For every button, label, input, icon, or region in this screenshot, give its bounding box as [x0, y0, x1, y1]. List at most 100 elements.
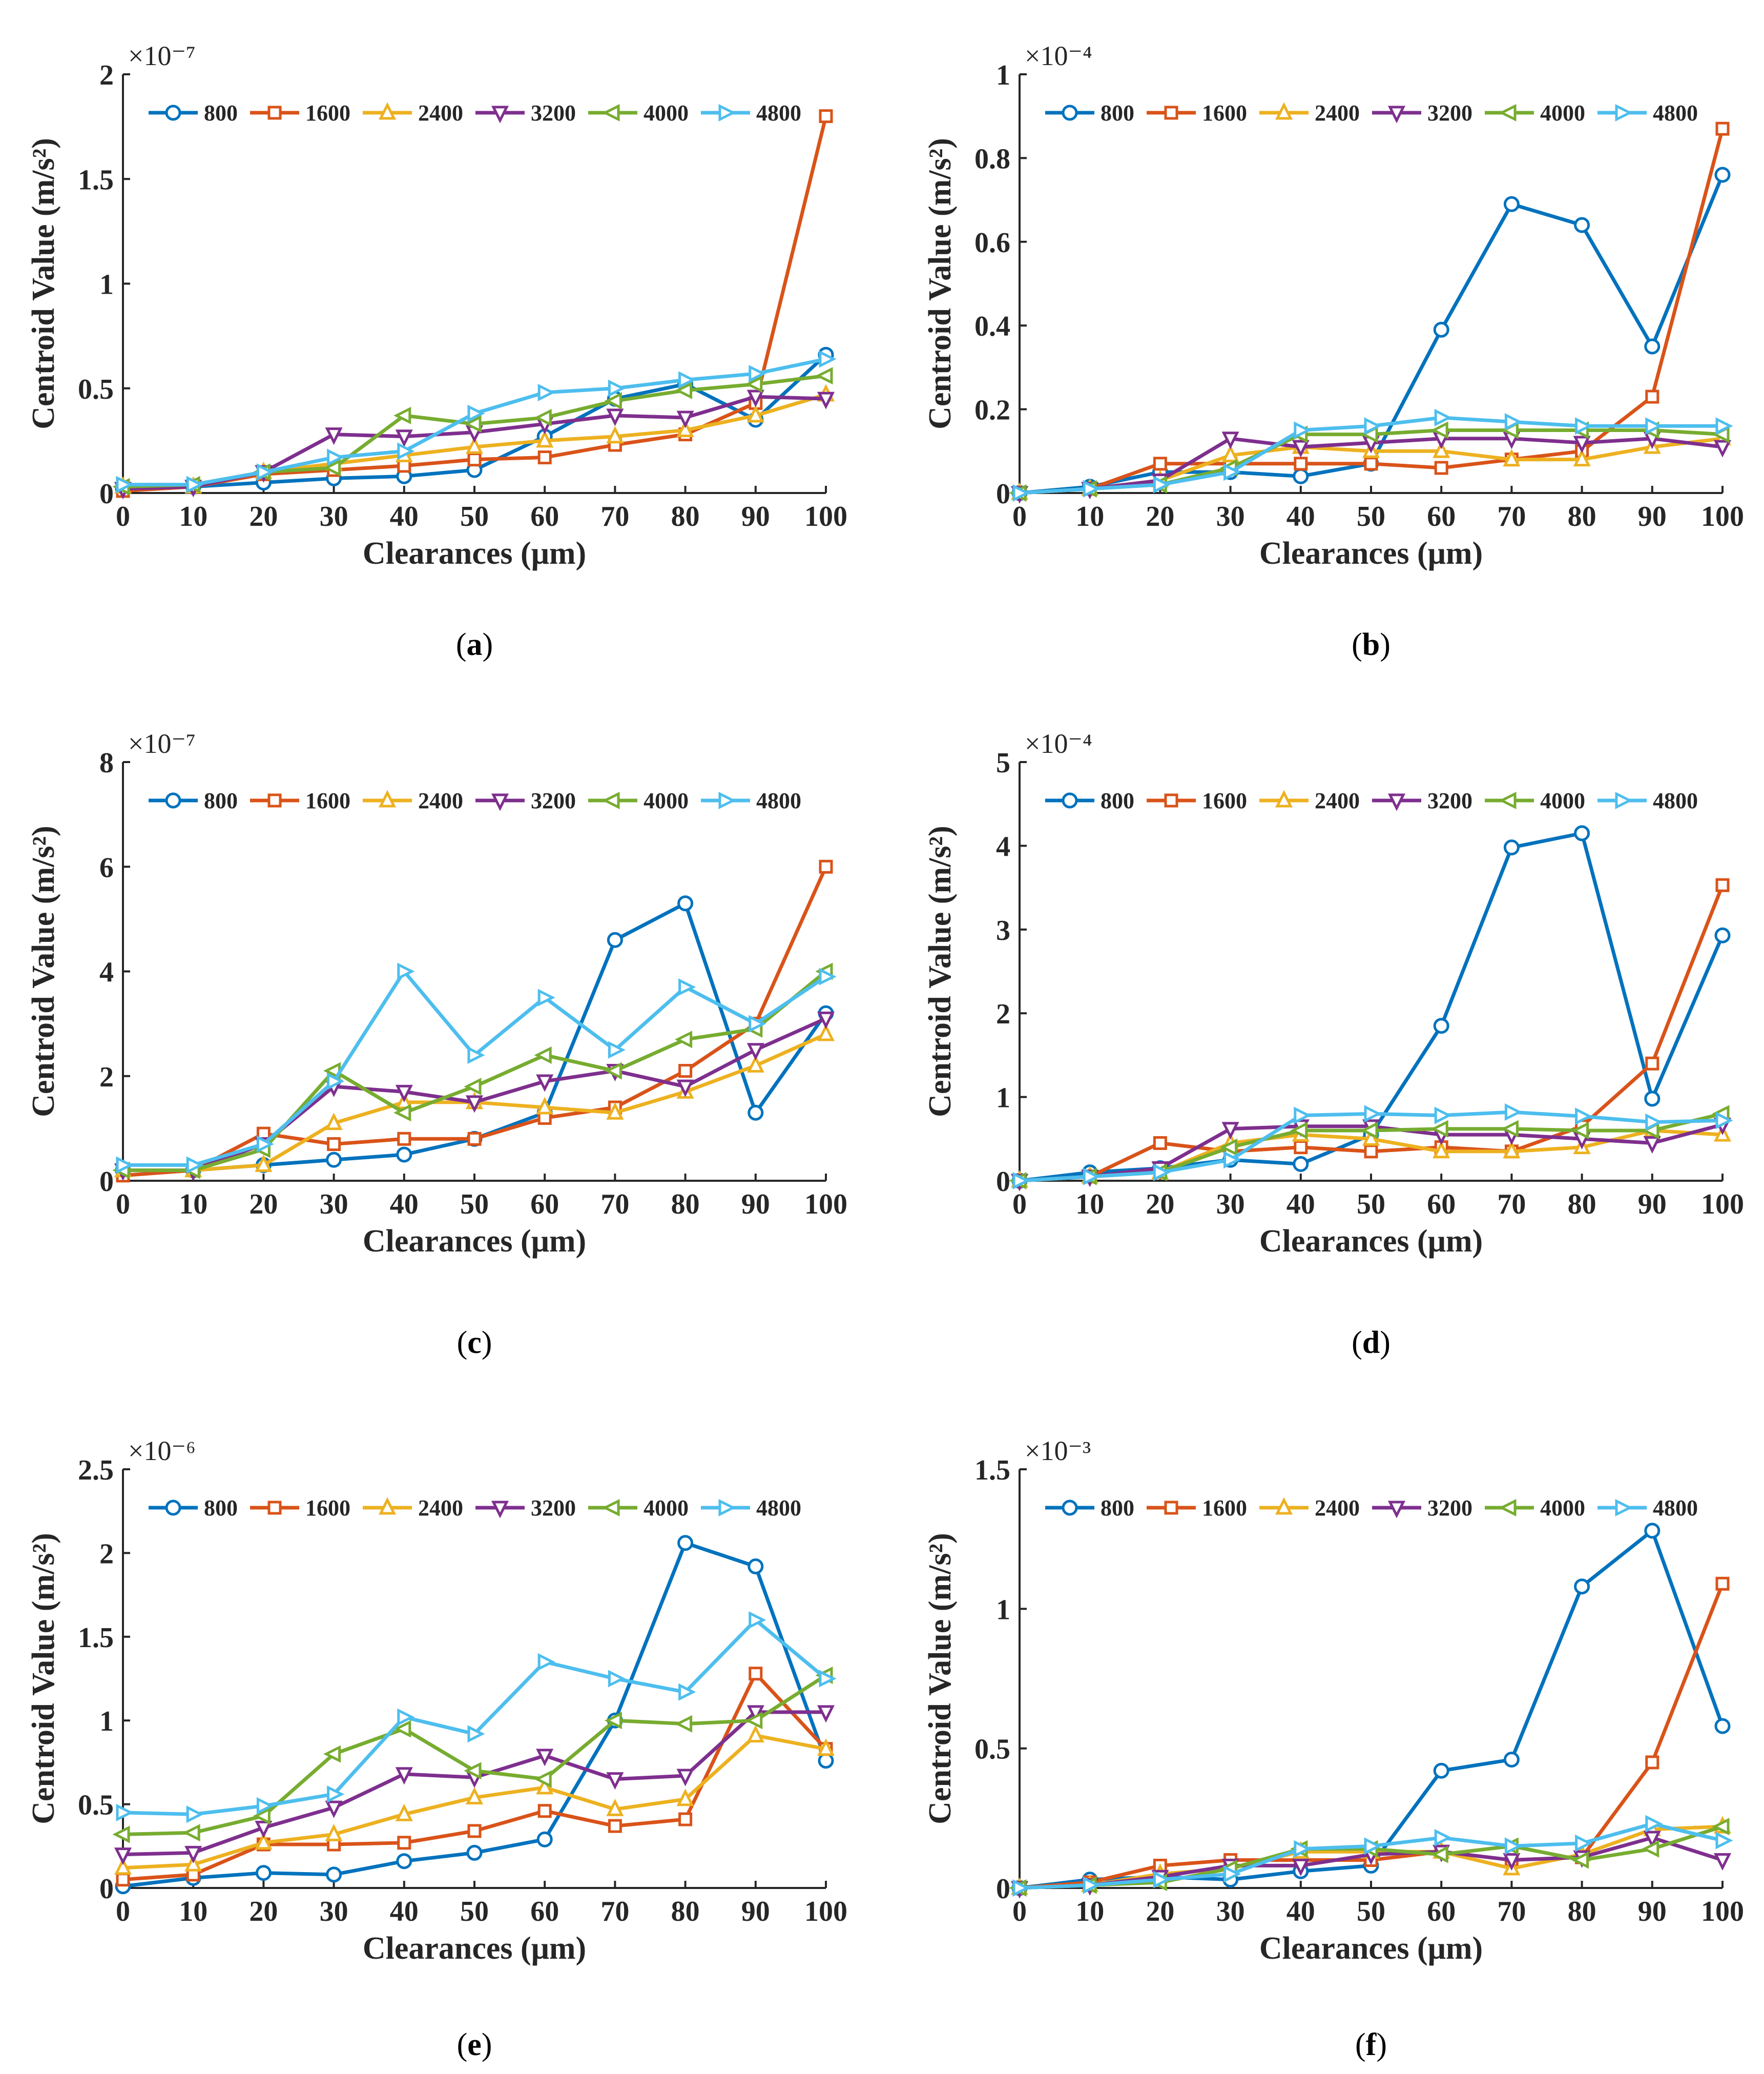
y-tick-label: 0 [996, 1166, 1010, 1198]
legend-label: 800 [204, 100, 238, 126]
data-point-1600 [819, 859, 833, 874]
data-point-4000 [675, 381, 693, 399]
data-point-2400 [465, 1786, 484, 1805]
data-point-4800 [1083, 480, 1101, 498]
legend-item-800: 800 [1045, 100, 1134, 126]
data-point-4800 [1504, 1103, 1522, 1121]
legend-item-2400: 2400 [1259, 100, 1360, 126]
x-tick-label: 20 [1146, 1896, 1174, 1927]
data-point-4000 [323, 459, 341, 477]
x-tick-label: 10 [1075, 501, 1104, 532]
legend-marker-4800 [1615, 791, 1633, 810]
x-tick-label: 50 [1357, 1188, 1385, 1220]
legend-marker-2400 [378, 102, 397, 120]
data-point-1600 [678, 1812, 693, 1826]
data-point-4800 [678, 978, 696, 996]
legend-item-1600: 1600 [1147, 788, 1247, 813]
data-point-4800 [1645, 417, 1663, 435]
data-point-800 [1503, 196, 1520, 212]
x-tick-label: 100 [804, 501, 847, 532]
data-point-1600 [1364, 457, 1378, 471]
data-point-4800 [1715, 1832, 1733, 1850]
legend-item-4000: 4000 [1485, 1495, 1585, 1521]
y-tick-label: 1 [996, 59, 1010, 91]
y-axis-label: Centroid Value (m/s²) [923, 826, 958, 1117]
data-point-4800 [467, 404, 485, 422]
data-point-4800 [186, 1805, 204, 1823]
y-tick-label: 0.4 [974, 311, 1010, 342]
x-tick-label: 40 [390, 1188, 419, 1220]
y-exponent-label: ×10⁻³ [1025, 1435, 1091, 1466]
data-point-4000 [745, 1712, 763, 1730]
data-point-4800 [467, 1725, 485, 1743]
data-point-1600 [1645, 1056, 1659, 1071]
data-point-4800 [1153, 1871, 1171, 1888]
subplot-f: 0 10 20 30 40 50 60 70 80 90 100 0 0.5 1 1.5 ×10⁻³ Clear… [923, 1435, 1744, 2062]
data-point-4000 [1430, 1120, 1448, 1138]
data-point-4800 [1153, 476, 1171, 494]
y-axis-label: Centroid Value (m/s²) [923, 138, 958, 429]
legend-item-2400: 2400 [363, 100, 463, 126]
data-point-1600 [327, 1137, 341, 1152]
x-tick-label: 0 [1012, 1896, 1027, 1927]
data-point-2400 [817, 1023, 835, 1041]
legend-item-1600: 1600 [1147, 100, 1247, 126]
data-point-4800 [116, 1156, 134, 1174]
y-tick-label: 0 [99, 1873, 114, 1905]
data-point-1600 [537, 1804, 552, 1818]
x-tick-label: 40 [390, 1896, 419, 1927]
x-tick-label: 20 [1146, 1188, 1174, 1220]
x-tick-label: 70 [1497, 1188, 1526, 1220]
subplot-c: 0 10 20 30 40 50 60 70 80 90 100 0 2 4 6 8 ×10⁻⁷ Clearanc… [26, 728, 847, 1360]
legend-label: 3200 [1427, 788, 1472, 813]
legend-item-2400: 2400 [363, 1495, 463, 1521]
y-exponent-label: ×10⁻⁶ [128, 1435, 196, 1466]
data-point-4800 [749, 1611, 766, 1629]
data-point-800 [1503, 1751, 1520, 1768]
data-point-4000 [393, 1104, 411, 1122]
legend-label: 1600 [305, 1495, 350, 1521]
legend-marker-2400 [1275, 102, 1293, 120]
data-point-4800 [397, 442, 415, 460]
data-point-4800 [1575, 1834, 1593, 1852]
data-point-2400 [606, 426, 624, 444]
y-tick-label: 0.5 [974, 1734, 1010, 1765]
x-tick-label: 10 [179, 501, 207, 532]
x-tick-label: 0 [116, 1896, 130, 1927]
data-point-800 [1574, 217, 1590, 233]
data-point-4000 [534, 408, 552, 426]
x-tick-label: 90 [741, 1188, 770, 1220]
data-point-3200 [536, 1749, 554, 1767]
data-point-3200 [1292, 1858, 1310, 1877]
x-tick-label: 60 [530, 1896, 559, 1927]
data-point-1600 [1153, 457, 1167, 471]
y-exponent-label: ×10⁻⁴ [1025, 40, 1092, 71]
legend-label: 3200 [1427, 100, 1472, 126]
data-point-4800 [537, 383, 555, 401]
legend-item-800: 800 [1045, 788, 1134, 813]
data-point-1600 [1364, 1144, 1378, 1159]
x-tick-label: 30 [320, 1188, 348, 1220]
legend: 800 1600 2400 3200 4000 4800 [1045, 100, 1698, 126]
data-point-3200 [1643, 1831, 1661, 1849]
series-line-1600 [122, 866, 828, 1178]
data-point-4800 [327, 448, 345, 466]
data-point-4800 [1012, 1172, 1030, 1190]
data-point-4800 [1504, 1837, 1522, 1855]
legend-item-800: 800 [149, 788, 238, 813]
data-point-2400 [746, 405, 764, 423]
data-point-800 [1714, 927, 1731, 943]
legend-marker-800 [165, 1500, 181, 1516]
legend-marker-3200 [1387, 106, 1406, 124]
data-point-4000 [1290, 1121, 1308, 1140]
legend-item-2400: 2400 [1259, 1495, 1360, 1521]
x-tick-label: 50 [460, 1188, 489, 1220]
data-point-4800 [537, 1653, 555, 1671]
legend-label: 4000 [644, 788, 689, 813]
y-axis-label: Centroid Value (m/s²) [26, 1533, 61, 1824]
x-tick-label: 90 [741, 1896, 770, 1927]
legend-label: 1600 [1202, 1495, 1247, 1521]
data-point-4000 [1712, 1818, 1730, 1836]
x-tick-label: 90 [1638, 1896, 1667, 1927]
data-point-4800 [467, 1046, 485, 1064]
